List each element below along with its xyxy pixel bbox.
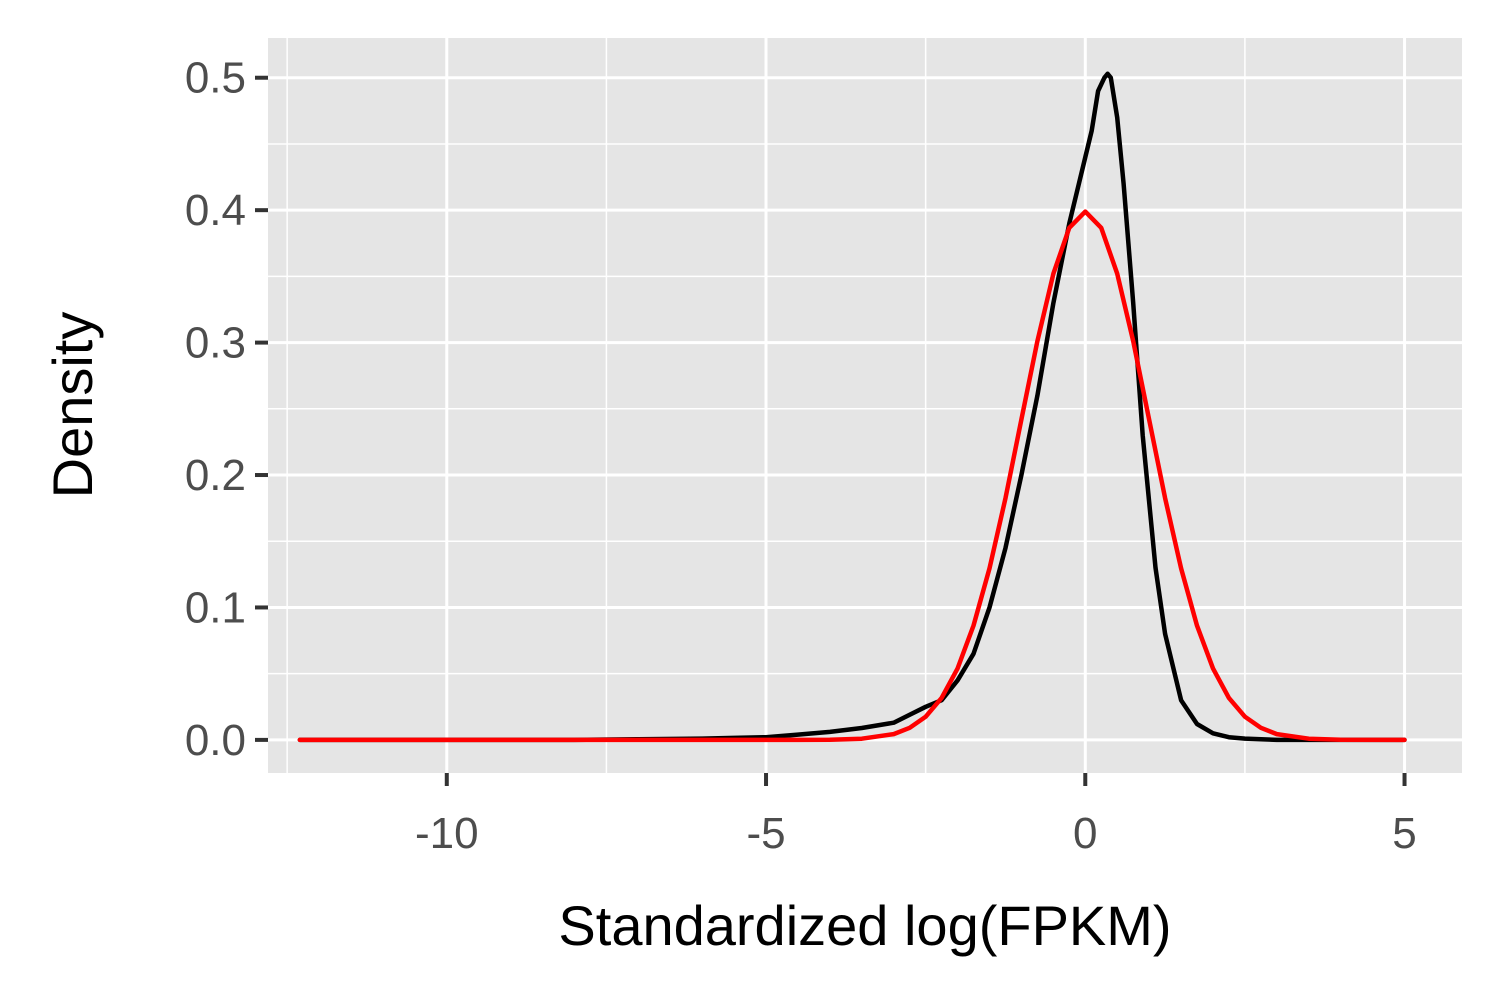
x-axis: -10 -5 0 5 <box>415 773 1417 858</box>
x-tick-label: 0 <box>1073 809 1097 858</box>
plot-panel <box>268 38 1462 773</box>
y-tick-label: 0.5 <box>185 54 246 103</box>
y-axis: 0.0 0.1 0.2 0.3 0.4 0.5 <box>185 54 268 765</box>
x-axis-title: Standardized log(FPKM) <box>558 894 1171 957</box>
x-tick-label: 5 <box>1392 809 1416 858</box>
y-tick-label: 0.2 <box>185 451 246 500</box>
minor-gridlines <box>268 38 1462 773</box>
x-tick-label: -10 <box>415 809 479 858</box>
series-lines <box>297 71 1407 743</box>
y-tick-label: 0.0 <box>185 716 246 765</box>
x-tick-label: -5 <box>746 809 785 858</box>
series-line-2 <box>297 209 1407 743</box>
y-axis-title: Density <box>41 312 104 499</box>
y-tick-label: 0.1 <box>185 583 246 632</box>
series-line-1 <box>297 71 1407 743</box>
y-tick-label: 0.4 <box>185 186 246 235</box>
y-tick-label: 0.3 <box>185 319 246 368</box>
